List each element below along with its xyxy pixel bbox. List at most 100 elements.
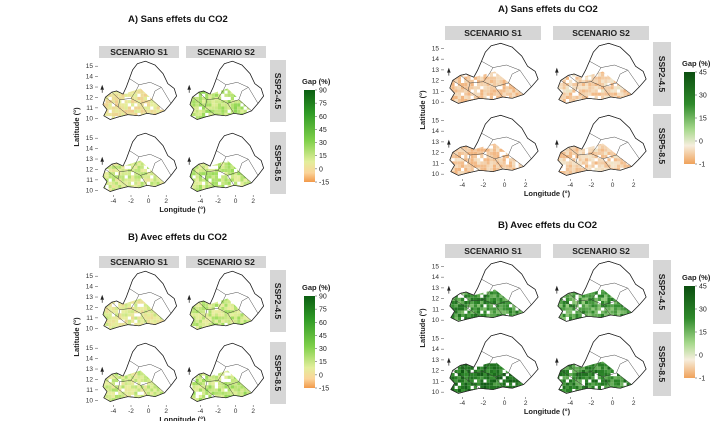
gap-cell	[115, 90, 119, 94]
x-tick-label: -2	[481, 182, 487, 189]
gap-cell	[578, 382, 582, 386]
gap-cell	[588, 310, 592, 314]
gap-cell	[643, 161, 646, 164]
gap-cell	[190, 175, 193, 179]
region-border	[129, 360, 172, 386]
gap-cell	[617, 174, 621, 176]
gap-cell	[115, 370, 119, 373]
gap-cell	[509, 158, 513, 162]
gap-cell	[451, 291, 455, 295]
gap-cell	[493, 320, 497, 322]
gap-cell	[195, 112, 199, 117]
gap-cell	[496, 174, 500, 176]
gap-cell	[581, 294, 585, 298]
gap-cell	[124, 188, 128, 192]
gap-cell	[493, 301, 497, 305]
gap-cell	[473, 155, 477, 159]
gap-cell	[240, 313, 244, 317]
gap-cell	[470, 161, 474, 165]
gap-cell	[159, 188, 163, 192]
gap-cell	[489, 304, 493, 308]
gap-cell	[127, 178, 131, 182]
gap-cell	[150, 382, 154, 386]
y-tick-label: 15	[432, 45, 440, 52]
gap-cell	[134, 300, 138, 304]
gap-cell	[103, 319, 106, 323]
gap-cell	[250, 401, 252, 402]
gap-cell	[597, 294, 601, 298]
gap-cell	[528, 386, 531, 389]
gap-cell	[195, 316, 199, 320]
gap-cell	[538, 168, 541, 171]
gap-cell	[263, 179, 266, 182]
gap-cell	[563, 177, 566, 180]
gap-cell	[575, 86, 579, 90]
gap-cell	[565, 307, 569, 311]
gap-cell	[505, 102, 509, 104]
gap-cell	[518, 389, 522, 393]
gap-cell	[176, 389, 179, 392]
gap-cell	[613, 392, 617, 394]
gap-cell	[131, 90, 135, 94]
gap-cell	[502, 304, 506, 308]
gap-cell	[224, 112, 228, 117]
gap-cell	[243, 316, 247, 320]
gap-cell	[473, 294, 477, 298]
gap-cell	[253, 185, 256, 188]
gap-cell	[562, 143, 566, 146]
panel-title: A) Sans effets du CO2	[128, 14, 228, 25]
gap-cell	[464, 307, 468, 311]
gap-cell	[221, 175, 225, 179]
gap-cell	[572, 95, 576, 99]
region-border	[130, 156, 140, 171]
gap-cell	[118, 103, 122, 107]
gap-cell	[134, 109, 138, 113]
gap-cell	[208, 310, 212, 314]
gap-cell	[559, 392, 563, 394]
x-tick-label: -4	[567, 400, 573, 407]
gap-cell	[198, 388, 202, 392]
gap-cell	[186, 182, 189, 185]
gap-cell	[186, 373, 189, 376]
gap-cell	[623, 161, 627, 165]
gap-cell	[591, 297, 595, 301]
legend-tick-label: 0	[319, 166, 323, 173]
gap-cell	[243, 103, 247, 107]
gap-cell	[464, 99, 468, 103]
gap-cell	[103, 375, 106, 379]
gap-cell	[604, 373, 608, 377]
gap-cell	[601, 304, 605, 308]
gap-cell	[457, 89, 461, 93]
gap-cell	[159, 109, 163, 113]
gap-cell	[134, 168, 138, 173]
gap-cell	[449, 310, 452, 314]
gap-cell	[607, 382, 611, 386]
gap-cell	[483, 177, 486, 180]
gap-cell	[461, 86, 465, 90]
region-border	[560, 80, 577, 91]
gap-cell	[105, 88, 109, 91]
gap-cell	[124, 181, 128, 185]
gap-cell	[103, 165, 106, 169]
gap-cell	[221, 401, 225, 402]
legend-title: Gap (%)	[302, 77, 331, 86]
gap-cell	[553, 379, 556, 382]
gap-cell	[449, 79, 452, 83]
gap-cell	[263, 119, 266, 122]
gap-cell	[211, 378, 215, 383]
gap-cell	[557, 366, 560, 370]
gap-cell	[499, 382, 503, 386]
gap-cell	[449, 294, 452, 298]
gap-cell	[176, 185, 179, 188]
scenario-strip	[553, 244, 649, 258]
gap-cell	[208, 191, 212, 192]
gap-cell	[451, 385, 455, 389]
ssp-strip	[653, 114, 671, 178]
gap-cell	[124, 184, 128, 189]
gap-cell	[266, 87, 269, 90]
gap-cell	[464, 323, 467, 326]
gap-cell	[202, 322, 206, 327]
gap-cell	[578, 83, 582, 87]
gap-cell	[195, 382, 199, 386]
gap-cell	[531, 99, 534, 102]
